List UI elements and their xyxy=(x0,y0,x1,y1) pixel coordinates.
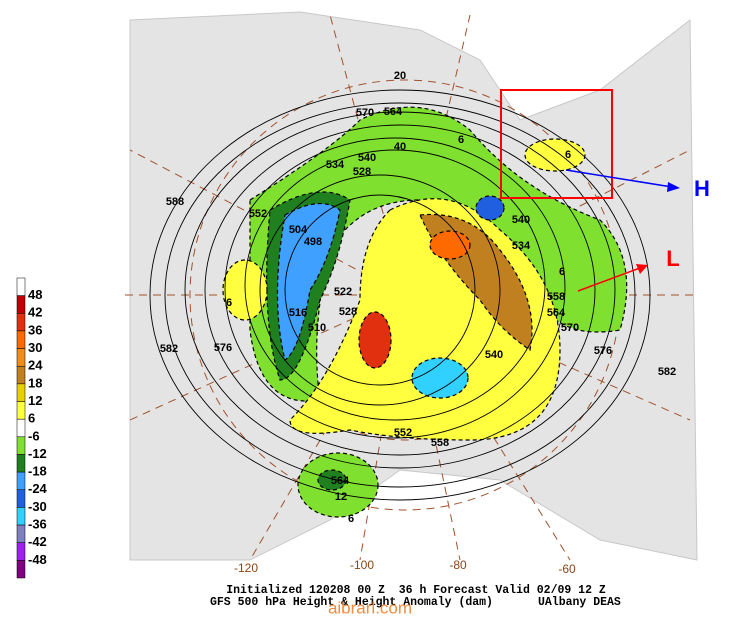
longitude-label: -100 xyxy=(350,558,374,572)
legend-label: -24 xyxy=(28,481,48,496)
contour-label: 522 xyxy=(334,286,352,298)
footer-line: GFS 500 hPa Height & Height Anomaly (dam… xyxy=(210,596,493,609)
contour-label: 6 xyxy=(565,149,571,161)
contour-label: 6 xyxy=(348,513,354,525)
contour-label: 576 xyxy=(214,342,232,354)
contour-label: 570 xyxy=(561,322,579,334)
legend-swatch xyxy=(16,277,26,296)
legend-label: 24 xyxy=(28,358,43,373)
contour-label: 570 xyxy=(356,107,374,119)
legend-label: 18 xyxy=(28,375,42,390)
legend-label: 36 xyxy=(28,322,42,337)
contour-label: 540 xyxy=(358,152,376,164)
color-legend: 48 42 36 30 24 18 12 6 -6 -12 -18 -24 -30 -36 -42 -48 xyxy=(16,277,48,579)
legend-swatch xyxy=(16,330,26,349)
legend-label: 12 xyxy=(28,393,42,408)
legend-swatch xyxy=(16,313,26,332)
legend-label: -18 xyxy=(28,464,47,479)
contour-label: 558 xyxy=(431,437,449,449)
legend-swatch xyxy=(16,295,26,314)
contour-label: 12 xyxy=(335,491,347,503)
longitude-labels: -120 -100 -80 -60 xyxy=(234,558,576,576)
legend-swatch xyxy=(16,524,26,543)
legend-swatch xyxy=(16,542,26,561)
legend-swatch xyxy=(16,489,26,508)
longitude-label: -60 xyxy=(558,562,576,576)
contour-label: 564 xyxy=(384,106,403,118)
watermark: aibrarl.com xyxy=(328,598,412,617)
contour-label: 552 xyxy=(394,427,412,439)
legend-label: -36 xyxy=(28,516,47,531)
contour-label: 528 xyxy=(339,306,357,318)
contour-label: 20 xyxy=(394,70,406,82)
legend-swatch xyxy=(16,418,26,438)
legend-swatch xyxy=(16,348,26,367)
arrows xyxy=(565,169,680,292)
legend-swatch xyxy=(16,454,26,473)
low-label: L xyxy=(666,246,679,271)
legend-swatch xyxy=(16,365,26,385)
contour-label: 504 xyxy=(289,224,308,236)
contour-label: 40 xyxy=(394,141,406,153)
contour-label: 540 xyxy=(512,214,530,226)
legend-swatch xyxy=(16,383,26,402)
high-label: H xyxy=(694,176,710,201)
contour-label: 564 xyxy=(547,307,566,319)
contour-label: 582 xyxy=(658,366,676,378)
contour-label: 534 xyxy=(512,240,531,252)
contour-label: 588 xyxy=(166,196,184,208)
legend-label: 42 xyxy=(28,305,42,320)
legend-label: -6 xyxy=(28,428,40,443)
contour-label: 582 xyxy=(160,343,178,355)
contour-label: 6 xyxy=(559,266,565,278)
contour-label: 510 xyxy=(308,322,326,334)
legend-swatch xyxy=(16,507,26,526)
contour-label: 528 xyxy=(353,166,371,178)
legend-swatch xyxy=(16,401,26,420)
contour-label: 516 xyxy=(289,307,307,319)
contour-label: 558 xyxy=(547,291,565,303)
legend-label: 6 xyxy=(28,411,35,426)
legend-label: -48 xyxy=(28,552,47,567)
legend-label: -42 xyxy=(28,534,47,549)
highlight-box xyxy=(500,89,613,199)
legend-label: 30 xyxy=(28,340,42,355)
legend-label: -12 xyxy=(28,446,47,461)
contour-label: 534 xyxy=(326,159,345,171)
longitude-label: -80 xyxy=(449,558,467,572)
contour-label: 576 xyxy=(594,345,612,357)
legend-label: -30 xyxy=(28,499,47,514)
legend-swatch xyxy=(16,471,26,491)
footer-credit: UAlbany DEAS xyxy=(538,596,621,609)
contour-label: 498 xyxy=(304,236,322,248)
legend-swatch xyxy=(16,436,26,455)
contour-label: 564 xyxy=(331,475,350,487)
longitude-label: -120 xyxy=(234,561,258,575)
legend-label: 48 xyxy=(28,287,42,302)
contour-label: 6 xyxy=(226,297,232,309)
contour-label: 552 xyxy=(249,208,267,220)
contour-label: 6 xyxy=(458,134,464,146)
legend-swatch xyxy=(16,560,26,579)
height-contours xyxy=(149,89,651,501)
contour-label: 540 xyxy=(485,349,503,361)
footer-line: Initialized 120208 00 Z 36 h Forecast Va… xyxy=(226,584,606,597)
